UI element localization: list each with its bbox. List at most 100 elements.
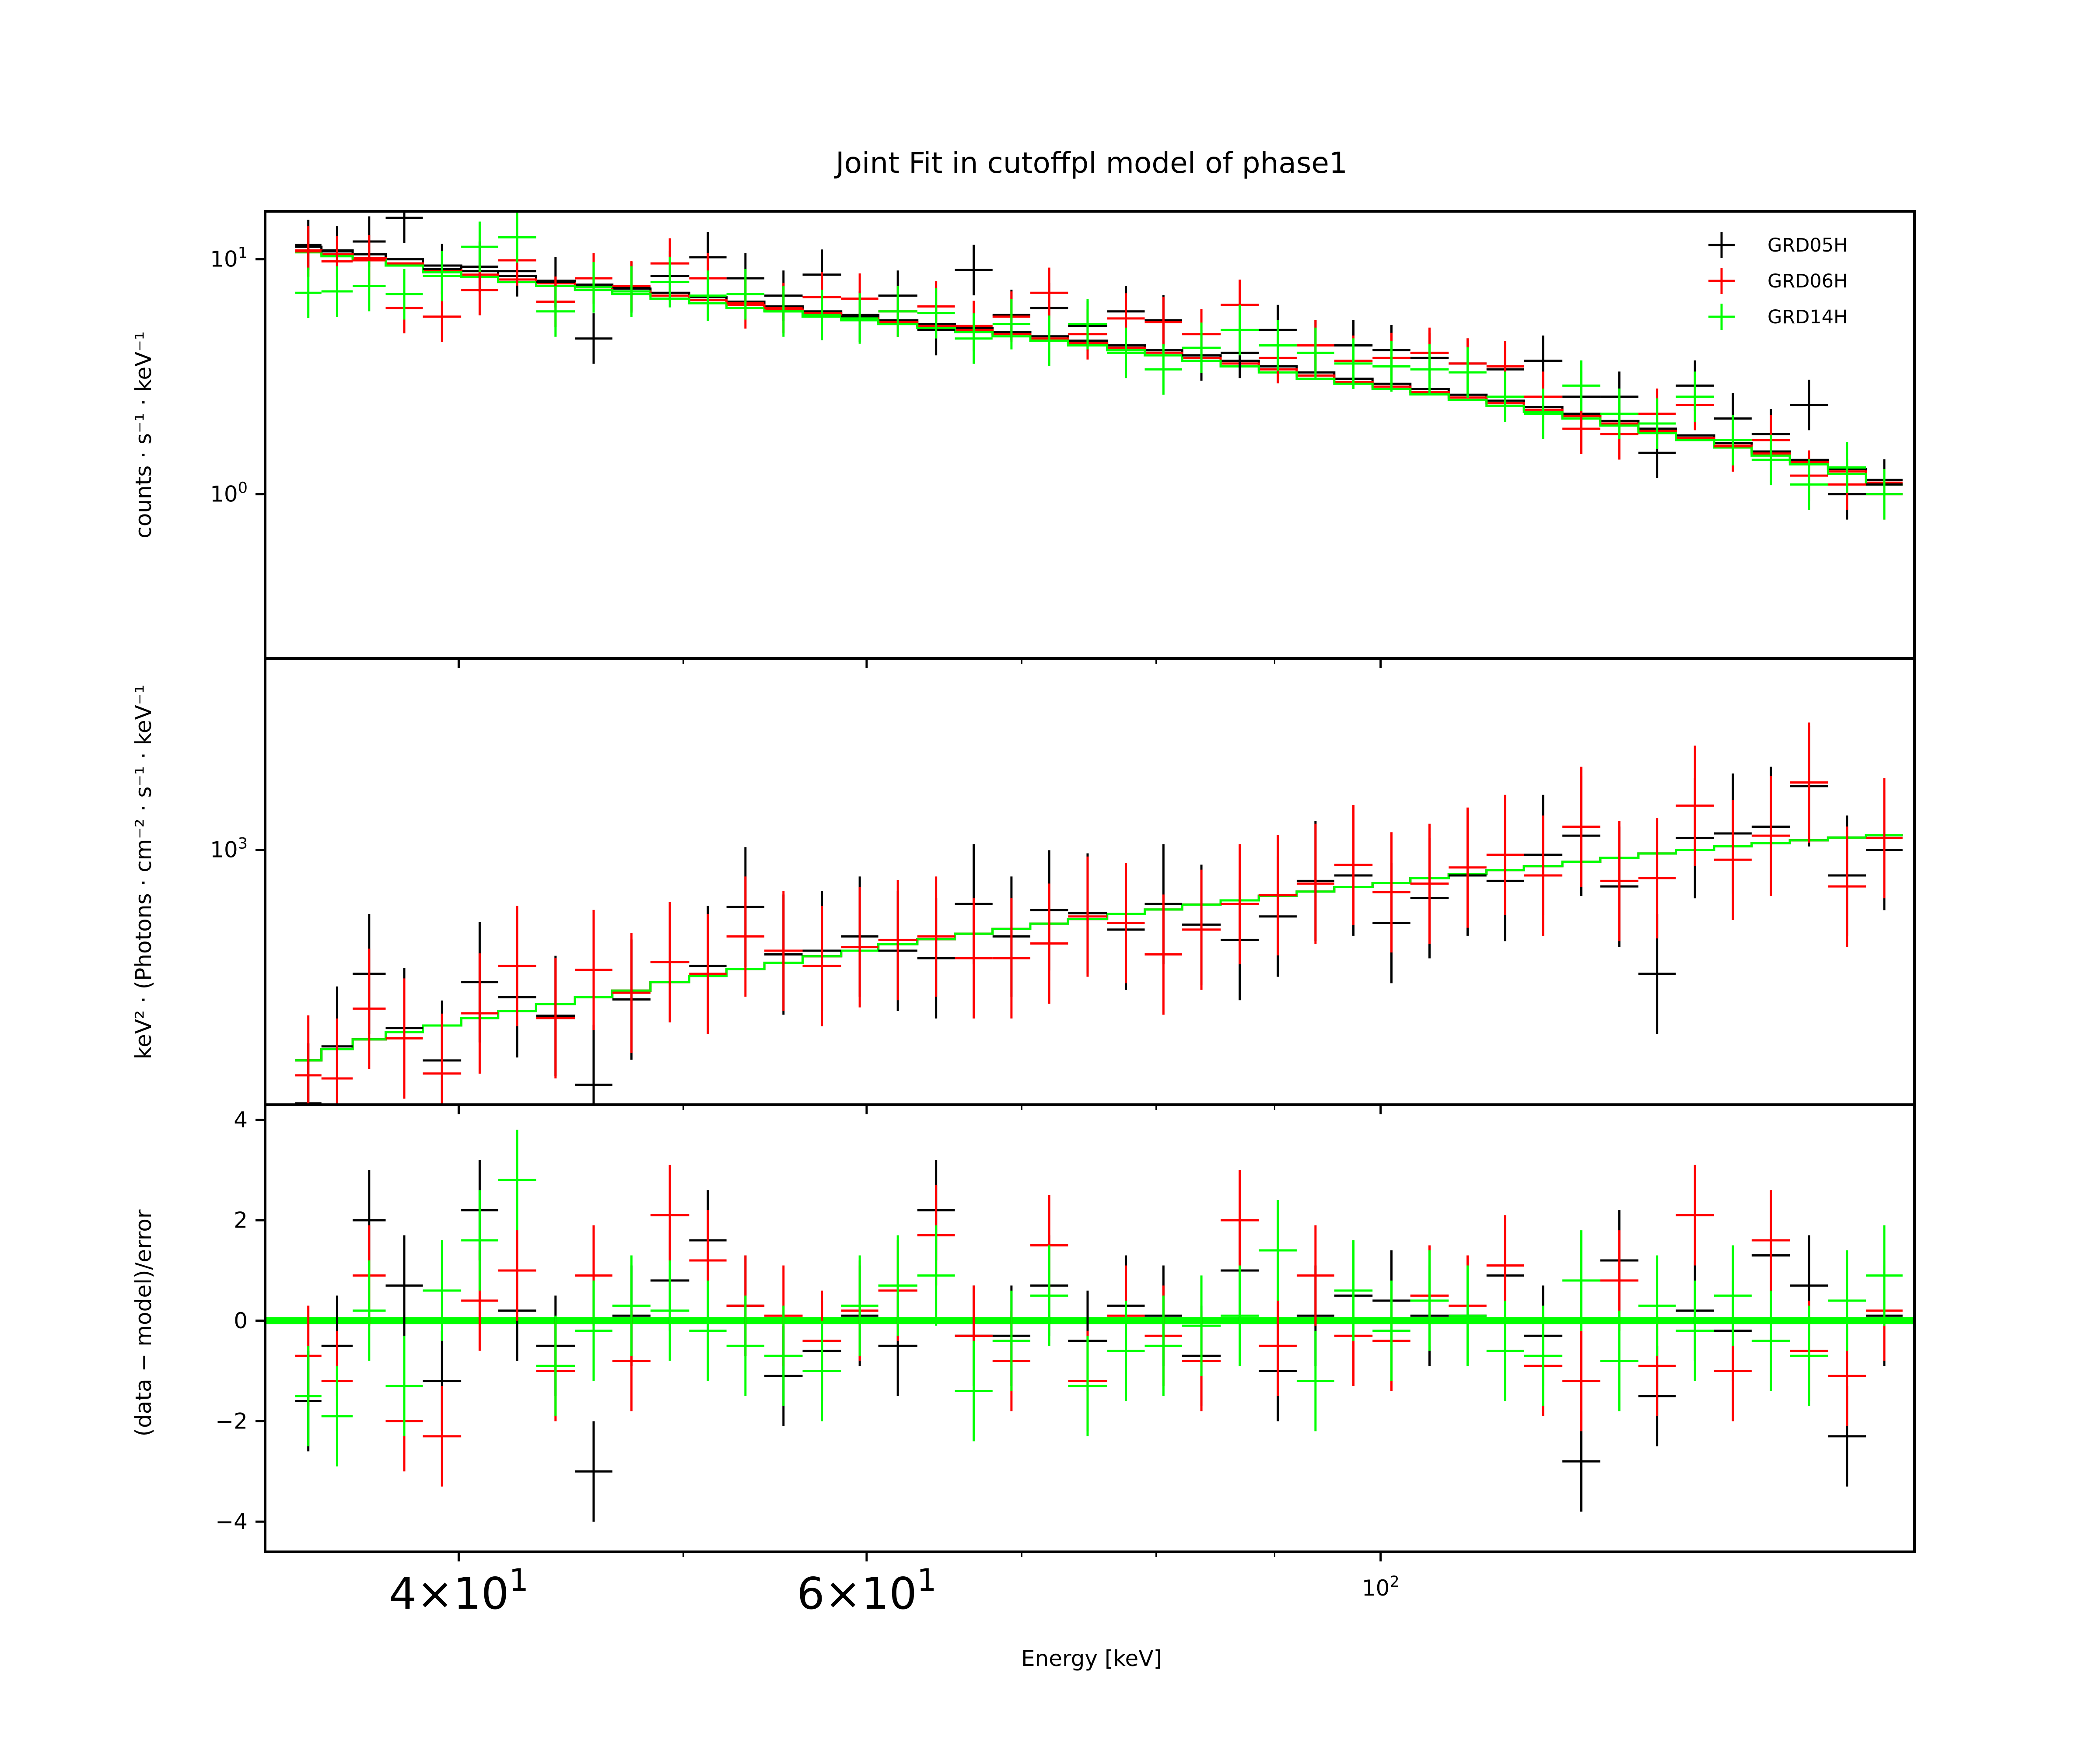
point-unfolded-GRD06H-20 xyxy=(1030,883,1068,1004)
y-axis-label-residuals: (data − model)/error xyxy=(131,1209,156,1436)
point-residuals-GRD14H-20 xyxy=(1030,1245,1068,1346)
point-unfolded-GRD06H-3 xyxy=(385,978,423,1099)
point-residuals-GRD06H-26 xyxy=(1259,1295,1297,1396)
point-unfolded-GRD06H-9 xyxy=(612,933,651,1054)
point-counts-GRD14H-42 xyxy=(1866,469,1903,520)
point-residuals-GRD14H-40 xyxy=(1790,1306,1828,1406)
point-counts-GRD14H-18 xyxy=(955,313,993,364)
point-residuals-GRD14H-24 xyxy=(1182,1275,1221,1376)
point-counts-GRD14H-12 xyxy=(726,269,765,320)
point-unfolded-GRD06H-35 xyxy=(1600,821,1638,942)
point-unfolded-GRD06H-7 xyxy=(536,958,575,1078)
point-residuals-GRD14H-19 xyxy=(992,1290,1031,1391)
model-line-unfolded-GRD06H xyxy=(295,834,1903,1062)
point-unfolded-GRD06H-5 xyxy=(461,953,498,1074)
legend-label-GRD05H: GRD05H xyxy=(1768,234,1848,256)
point-unfolded-GRD06H-24 xyxy=(1182,869,1221,990)
point-unfolded-GRD06H-4 xyxy=(423,1013,462,1103)
point-residuals-GRD14H-28 xyxy=(1334,1240,1373,1341)
point-residuals-GRD14H-39 xyxy=(1751,1290,1790,1391)
point-unfolded-GRD06H-0 xyxy=(295,1015,322,1103)
point-counts-GRD14H-32 xyxy=(1486,371,1524,422)
point-counts-GRD05H-3 xyxy=(385,213,423,243)
point-residuals-GRD06H-25 xyxy=(1221,1170,1259,1270)
point-counts-GRD06H-23 xyxy=(1144,297,1183,348)
point-counts-GRD14H-22 xyxy=(1107,327,1145,378)
point-unfolded-GRD06H-30 xyxy=(1410,823,1449,944)
point-residuals-GRD14H-38 xyxy=(1714,1245,1752,1346)
point-counts-GRD14H-35 xyxy=(1600,388,1638,439)
model-line-unfolded-GRD05H xyxy=(295,834,1903,1062)
y-tick-label-residuals-2: 0 xyxy=(234,1308,248,1334)
point-counts-GRD14H-1 xyxy=(321,266,353,317)
point-unfolded-GRD06H-6 xyxy=(498,906,536,1026)
point-residuals-GRD14H-27 xyxy=(1296,1330,1334,1432)
point-counts-GRD14H-36 xyxy=(1638,398,1676,449)
point-residuals-GRD06H-39 xyxy=(1751,1190,1790,1291)
point-unfolded-GRD06H-42 xyxy=(1866,778,1903,899)
point-counts-GRD14H-41 xyxy=(1828,442,1866,493)
point-counts-GRD14H-9 xyxy=(612,266,651,317)
point-residuals-GRD14H-30 xyxy=(1410,1250,1449,1351)
point-counts-GRD14H-30 xyxy=(1410,344,1449,395)
point-unfolded-GRD06H-26 xyxy=(1259,835,1297,956)
point-unfolded-GRD06H-41 xyxy=(1828,826,1866,947)
point-counts-GRD06H-20 xyxy=(1030,267,1068,318)
point-unfolded-GRD06H-12 xyxy=(726,876,765,997)
point-counts-GRD14H-40 xyxy=(1790,459,1828,510)
point-residuals-GRD14H-17 xyxy=(917,1225,955,1326)
point-counts-GRD06H-5 xyxy=(461,265,498,315)
point-counts-GRD14H-23 xyxy=(1144,344,1183,395)
point-counts-GRD14H-8 xyxy=(575,262,612,313)
panel-unfolded-frame xyxy=(264,657,1916,1106)
point-counts-GRD14H-14 xyxy=(802,290,841,340)
point-unfolded-GRD06H-18 xyxy=(955,898,993,1018)
point-unfolded-GRD06H-13 xyxy=(764,891,803,1011)
point-counts-GRD14H-37 xyxy=(1676,371,1714,422)
point-unfolded-GRD06H-21 xyxy=(1068,856,1107,977)
point-residuals-GRD14H-37 xyxy=(1676,1280,1714,1381)
model-line-counts-GRD14H xyxy=(295,251,1903,486)
point-residuals-GRD06H-4 xyxy=(423,1386,462,1487)
panel-counts-frame xyxy=(264,210,1916,660)
point-counts-GRD14H-26 xyxy=(1259,320,1297,371)
y-tick-label-residuals-3: 2 xyxy=(234,1208,248,1233)
point-residuals-GRD14H-35 xyxy=(1600,1310,1638,1411)
point-residuals-GRD14H-34 xyxy=(1562,1230,1600,1331)
point-residuals-GRD14H-4 xyxy=(423,1240,462,1341)
legend-label-GRD14H: GRD14H xyxy=(1768,306,1848,328)
point-unfolded-GRD06H-36 xyxy=(1638,818,1676,939)
model-line-unfolded-GRD14H xyxy=(295,834,1903,1062)
point-unfolded-GRD06H-22 xyxy=(1107,863,1145,984)
y-tick-label-residuals-4: 4 xyxy=(234,1107,248,1132)
point-unfolded-GRD06H-1 xyxy=(321,1018,353,1103)
point-residuals-GRD14H-32 xyxy=(1486,1300,1524,1401)
point-residuals-GRD14H-29 xyxy=(1372,1280,1410,1381)
point-unfolded-GRD06H-10 xyxy=(650,902,690,1022)
point-residuals-GRD14H-33 xyxy=(1524,1306,1563,1406)
point-counts-GRD14H-20 xyxy=(1030,315,1068,366)
point-counts-GRD14H-11 xyxy=(689,270,727,321)
point-unfolded-GRD06H-8 xyxy=(575,910,612,1030)
point-counts-GRD14H-16 xyxy=(878,286,917,337)
point-unfolded-GRD06H-19 xyxy=(992,898,1031,1018)
point-unfolded-GRD06H-2 xyxy=(353,948,386,1069)
point-residuals-GRD14H-11 xyxy=(689,1280,727,1381)
point-residuals-GRD14H-2 xyxy=(353,1260,386,1361)
point-residuals-GRD05H-8 xyxy=(575,1421,612,1522)
point-unfolded-GRD06H-32 xyxy=(1486,794,1524,915)
point-counts-GRD05H-40 xyxy=(1790,379,1828,430)
point-counts-GRD14H-29 xyxy=(1372,341,1410,392)
point-counts-GRD14H-0 xyxy=(295,267,322,318)
point-residuals-GRD05H-3 xyxy=(385,1235,423,1336)
point-unfolded-GRD06H-38 xyxy=(1714,800,1752,920)
point-counts-GRD14H-13 xyxy=(764,286,803,337)
y-axis-label-unfolded: keV² · (Photons · cm⁻² · s⁻¹ · keV⁻¹ xyxy=(131,685,156,1059)
point-counts-GRD14H-3 xyxy=(385,269,423,320)
point-residuals-GRD14H-23 xyxy=(1144,1295,1183,1396)
point-counts-GRD14H-34 xyxy=(1562,360,1600,411)
legend: GRD05H GRD06H GRD14H xyxy=(1708,232,1848,330)
point-counts-GRD14H-33 xyxy=(1524,388,1563,439)
point-residuals-GRD14H-9 xyxy=(612,1255,651,1356)
plot-area: 100 101 103 −4 −2 0 2 4 4×101 6×101 102 xyxy=(210,213,1914,1619)
